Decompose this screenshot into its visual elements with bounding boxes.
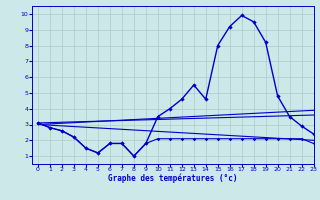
X-axis label: Graphe des températures (°c): Graphe des températures (°c)	[108, 174, 237, 183]
